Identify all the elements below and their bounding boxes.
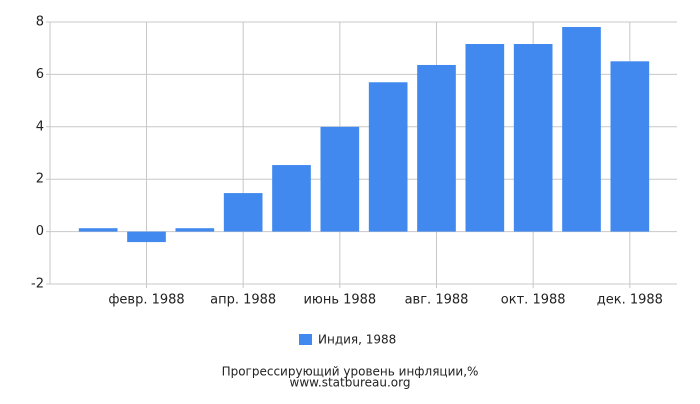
caption: Прогрессирующий уровень инфляции,% [222, 365, 479, 379]
y-tick-label: 4 [36, 119, 44, 134]
legend-label: Индия, 1988 [318, 333, 396, 347]
bar [272, 165, 311, 232]
bar [368, 82, 408, 232]
x-tick-label: окт. 1988 [501, 293, 566, 308]
legend-swatch [299, 334, 312, 345]
x-tick-label: февр. 1988 [108, 293, 184, 308]
y-tick-label: -2 [31, 277, 44, 292]
bar [465, 44, 505, 232]
caption-url: www.statbureau.org [290, 376, 411, 390]
bar [417, 64, 456, 232]
bar [175, 228, 215, 232]
x-tick-label: апр. 1988 [210, 293, 276, 308]
bar [610, 61, 650, 232]
bar [562, 26, 601, 232]
bar [223, 193, 263, 232]
y-tick-label: 0 [36, 224, 44, 239]
bar [320, 126, 360, 232]
y-tick-label: 6 [36, 67, 44, 82]
bar [78, 228, 118, 232]
bar [127, 231, 166, 243]
x-tick-label: дек. 1988 [597, 293, 663, 308]
x-tick-label: июнь 1988 [303, 293, 376, 308]
bar [513, 44, 553, 232]
y-tick-label: 2 [36, 172, 44, 187]
y-tick-label: 8 [36, 15, 44, 30]
x-tick-label: авг. 1988 [405, 293, 469, 308]
